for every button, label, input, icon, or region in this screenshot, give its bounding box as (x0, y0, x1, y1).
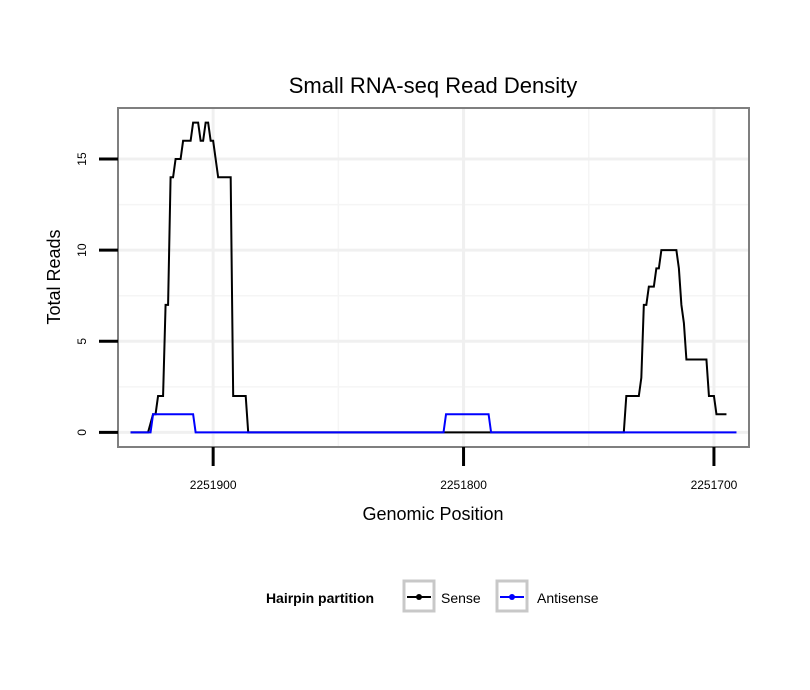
x-tick-label-1: 2251800 (440, 478, 487, 492)
y-tick-label-0: 0 (75, 429, 89, 436)
y-tick-label-2: 10 (75, 243, 89, 257)
x-tick-label-2: 2251700 (691, 478, 738, 492)
legend-label-sense: Sense (441, 590, 481, 606)
legend-entry-sense: Sense (402, 579, 481, 613)
legend: Hairpin partition Sense Antisense (266, 579, 599, 613)
y-tick-label-3: 15 (75, 152, 89, 166)
series-lines (130, 121, 737, 434)
legend-point-sense (416, 594, 422, 600)
series-line-antisense (130, 413, 737, 434)
legend-entry-antisense: Antisense (495, 579, 599, 613)
x-tick-label-0: 2251900 (190, 478, 237, 492)
panel-border (117, 107, 750, 448)
series-line-sense (130, 121, 727, 434)
legend-title: Hairpin partition (266, 590, 374, 606)
legend-label-antisense: Antisense (537, 590, 599, 606)
y-tick-label-1: 5 (75, 338, 89, 345)
legend-point-antisense (509, 594, 515, 600)
plot-panel (118, 108, 749, 447)
y-axis-label: Total Reads (44, 229, 64, 324)
x-axis-label: Genomic Position (362, 504, 503, 524)
axes: 0 5 10 15 2251900 2251800 2251700 (75, 107, 750, 492)
panel-background (118, 108, 749, 447)
chart-title: Small RNA-seq Read Density (289, 73, 578, 98)
